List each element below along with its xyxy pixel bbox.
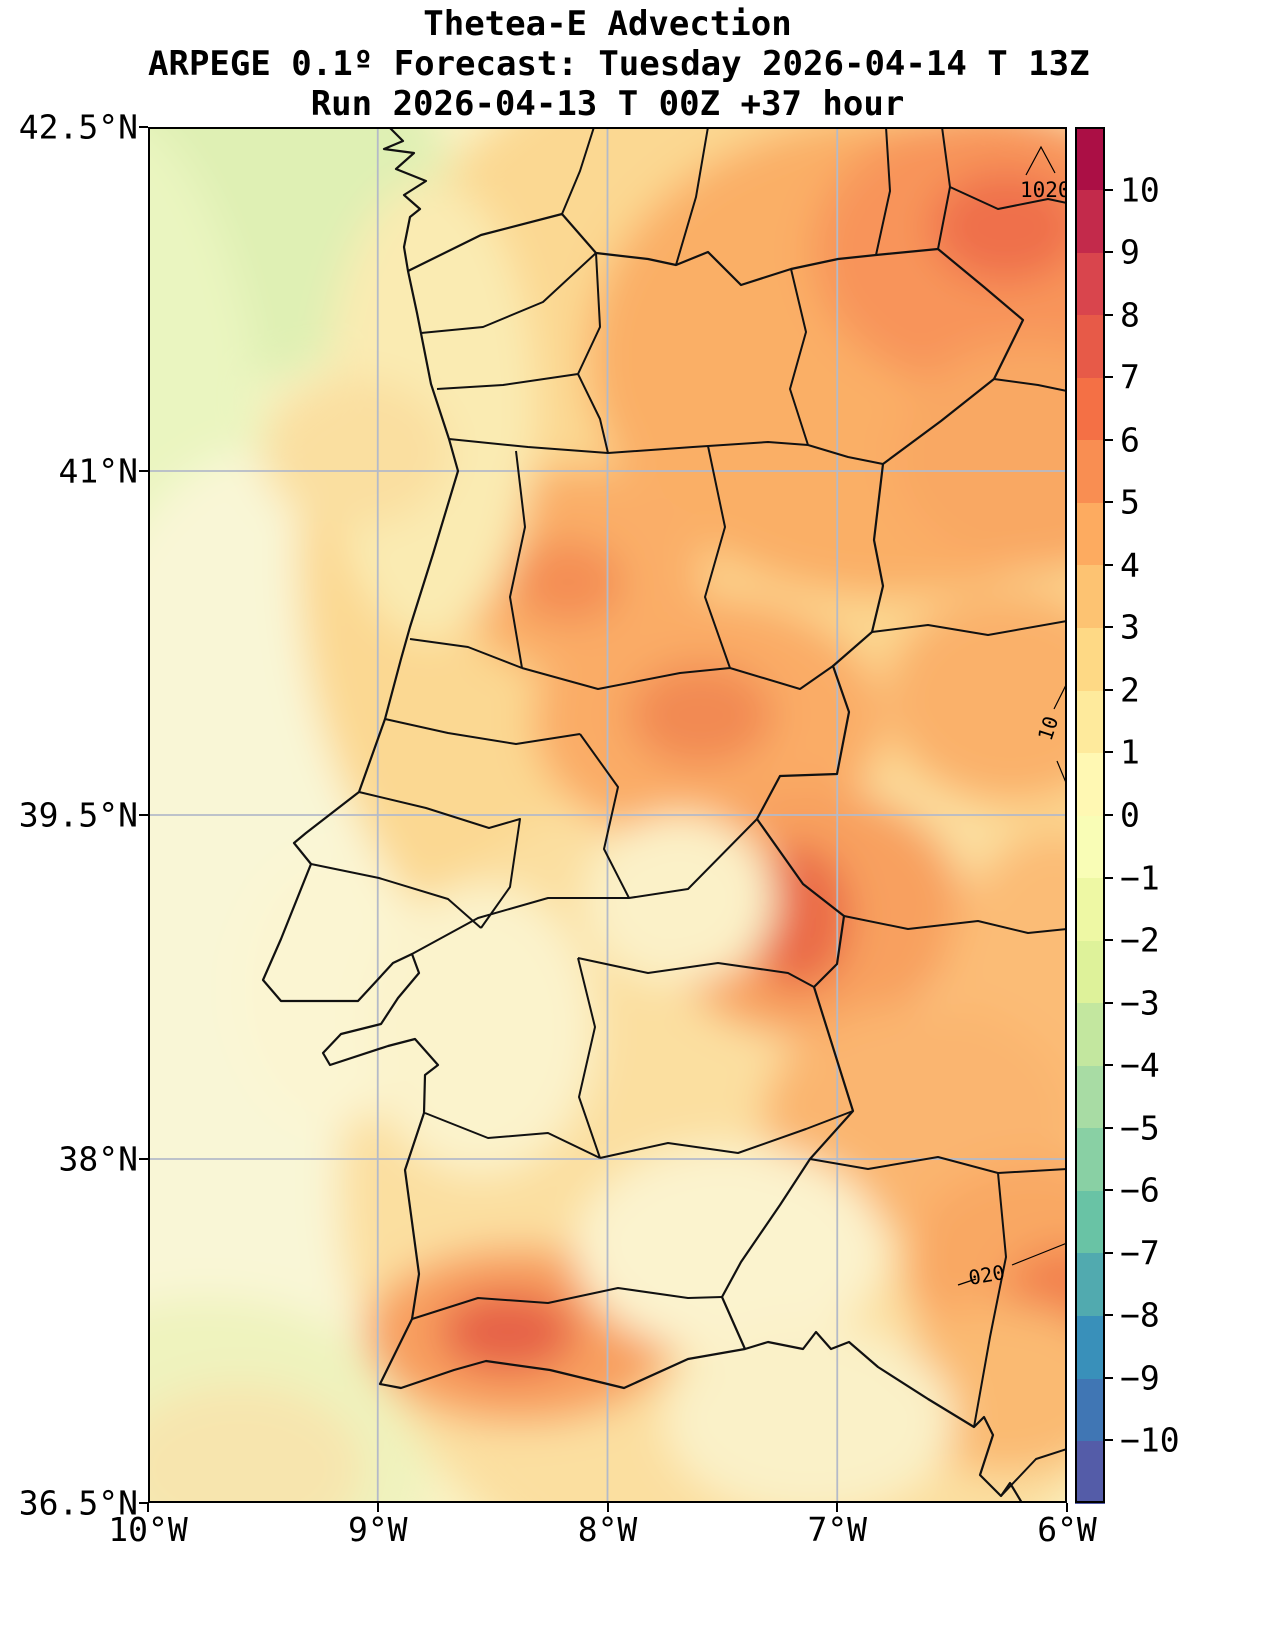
province-boundaries [561,127,1067,1497]
y-tick-mark [139,1502,148,1504]
colorbar-tick-label: −6 [1120,1170,1160,1210]
x-tick-label: 6°W [1037,1510,1097,1549]
colorbar-tick-label: −7 [1120,1233,1160,1273]
x-tick-label: 8°W [577,1510,638,1549]
colorbar-segment [1075,377,1105,441]
colorbar-tick-label: −9 [1120,1358,1160,1398]
colorbar-tick-mark [1105,188,1113,191]
colorbar-segment [1075,627,1105,691]
y-tick-label: 38°N [58,1139,138,1179]
colorbar-tick-mark [1105,1189,1113,1192]
colorbar-tick-mark [1105,1251,1113,1254]
colorbar-segment [1075,314,1105,378]
colorbar-tick-label: −2 [1120,920,1160,960]
colorbar-segment [1075,502,1105,566]
colorbar-tick-label: 4 [1120,545,1140,585]
colorbar-segment [1075,940,1105,1004]
colorbar-tick-label: −4 [1120,1045,1160,1085]
colorbar-tick-mark [1105,1126,1113,1129]
colorbar-tick-mark [1105,438,1113,441]
y-tick-mark [139,1158,148,1160]
y-tick-label: 41°N [58,451,138,491]
colorbar-tick-mark [1105,376,1113,379]
colorbar-tick-label: −1 [1120,858,1160,898]
y-tick-mark [139,126,148,128]
colorbar-segment [1075,252,1105,316]
y-tick-mark [139,470,148,472]
coastline [261,127,1023,1503]
colorbar-segment [1075,689,1105,754]
colorbar-tick-label: 1 [1120,732,1140,772]
advection-field [148,127,1067,1503]
colorbar-tick-mark [1105,751,1113,754]
colorbar-tick-mark [1105,939,1113,942]
colorbar-tick-mark [1105,313,1113,316]
colorbar-segment [1075,1190,1105,1254]
colorbar-tick-label: 8 [1120,295,1140,335]
colorbar-tick-label: 2 [1120,670,1140,710]
colorbar-segment [1075,1377,1105,1442]
colorbar-tick-label: −10 [1120,1420,1180,1460]
colorbar-segment [1075,1440,1105,1504]
colorbar-tick-label: 3 [1120,607,1140,647]
colorbar-tick-label: 5 [1120,482,1140,522]
colorbar-segment [1075,127,1105,191]
x-tick-mark [606,1503,609,1512]
colorbar-segment [1075,815,1105,879]
chart-subtitle: ARPEGE 0.1º Forecast: Tuesday 2026-04-14… [148,44,1090,84]
colorbar-tick-mark [1105,626,1113,629]
chart-title: Thetea-E Advection [423,4,792,44]
colorbar-tick-label: 0 [1120,795,1140,835]
axes-frame [148,127,1067,1503]
colorbar-tick-mark [1105,1376,1113,1379]
colorbar-segment [1075,439,1105,503]
isobar-label-1020: 1020 [1020,178,1067,202]
colorbar-tick-label: −8 [1120,1295,1160,1335]
colorbar-segment [1075,564,1105,628]
y-tick-label: 42.5°N [18,107,138,147]
colorbar-tick-mark [1105,1064,1113,1067]
colorbar-tick-mark [1105,251,1113,254]
colorbar-segment [1075,752,1105,816]
colorbar-tick-label: 7 [1120,357,1140,397]
colorbar-tick-mark [1105,876,1113,879]
x-tick-mark [376,1503,379,1512]
x-tick-mark [147,1503,149,1512]
colorbar-tick-label: 6 [1120,420,1140,460]
district-boundaries [310,252,884,1320]
colorbar-tick-label: 9 [1120,232,1140,272]
title-block: Thetea-E Advection ARPEGE 0.1º Forecast:… [148,4,1090,124]
y-tick-label: 36.5°N [18,1483,138,1523]
x-tick-label: 9°W [347,1510,408,1549]
x-tick-mark [1066,1503,1068,1512]
colorbar-tick-mark [1105,688,1113,691]
colorbar-segment [1075,877,1105,941]
colorbar-segment [1075,1065,1105,1129]
map-plot: 1020 10 020 [148,127,1067,1503]
x-tick-mark [836,1503,839,1512]
colorbar-tick-label: −5 [1120,1108,1160,1148]
y-tick-label: 39.5°N [18,795,138,835]
colorbar-segment [1075,1252,1105,1316]
colorbar-segment [1075,1002,1105,1066]
colorbar-segment [1075,1127,1105,1191]
national-border [407,212,1025,1350]
colorbar-frame [1075,127,1105,1503]
x-tick-label: 10°W [108,1510,188,1549]
colorbar-tick-mark [1105,501,1113,504]
colorbar-tick-mark [1105,814,1113,816]
chart-run-info: Run 2026-04-13 T 00Z +37 hour [310,84,905,124]
colorbar-tick-mark [1105,563,1113,566]
colorbar-tick-label: −3 [1120,983,1160,1023]
y-tick-mark [139,814,148,816]
x-tick-label: 7°W [807,1510,868,1549]
colorbar-tick-label: 10 [1120,170,1160,210]
colorbar-tick-mark [1105,1314,1113,1317]
colorbar-tick-mark [1105,1001,1113,1004]
colorbar-segment [1075,189,1105,253]
colorbar-tick-mark [1105,1439,1113,1442]
colorbar-segment [1075,1315,1105,1379]
gridlines [148,127,1067,1503]
